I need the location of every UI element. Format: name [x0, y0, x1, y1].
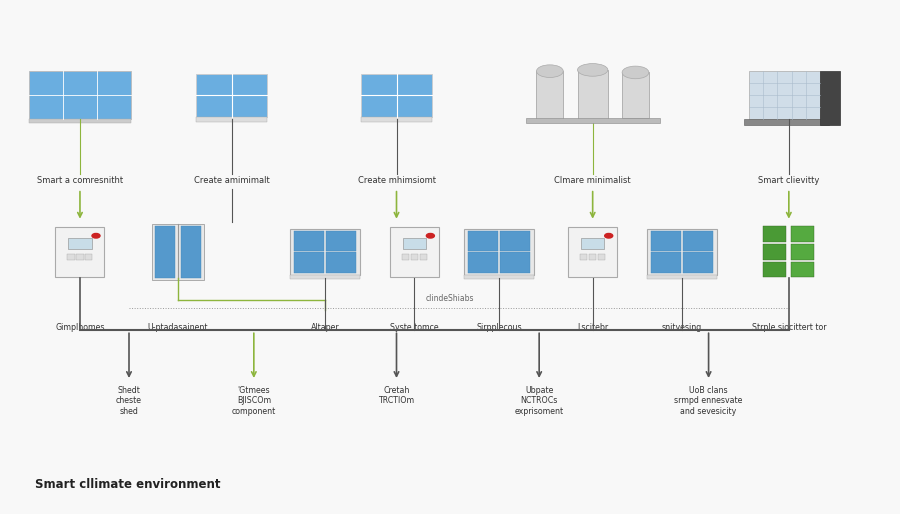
Bar [744, 119, 829, 125]
Circle shape [92, 233, 100, 238]
Bar [536, 71, 563, 119]
Ellipse shape [578, 64, 608, 76]
Text: clindeShiabs: clindeShiabs [426, 293, 474, 303]
Text: Sirpplecous: Sirpplecous [476, 323, 522, 332]
Ellipse shape [536, 65, 563, 78]
Text: Cretah
TRCTIOm: Cretah TRCTIOm [378, 386, 415, 406]
Bar [580, 254, 588, 260]
Bar [763, 226, 787, 242]
Bar [790, 244, 814, 260]
Text: Smart cllimate environment: Smart cllimate environment [35, 479, 220, 491]
Bar [683, 231, 713, 251]
Bar [622, 72, 649, 118]
Bar [419, 254, 427, 260]
Text: Create amimimalt: Create amimimalt [194, 176, 269, 185]
Bar [468, 252, 499, 272]
Text: Create mhimsiomt: Create mhimsiomt [357, 176, 436, 185]
Bar [763, 244, 787, 260]
Bar [402, 254, 409, 260]
Bar [410, 254, 418, 260]
Bar [500, 231, 530, 251]
Bar [749, 71, 820, 119]
Bar [326, 252, 356, 272]
Bar [683, 252, 713, 272]
Bar [790, 262, 814, 278]
Circle shape [605, 233, 613, 238]
Bar [291, 274, 360, 279]
Text: Shedt
cheste
shed: Shedt cheste shed [116, 386, 142, 416]
Bar [568, 227, 617, 277]
Bar [294, 252, 324, 272]
Text: Altaper: Altaper [310, 323, 339, 332]
Circle shape [427, 233, 435, 238]
Bar [76, 254, 84, 260]
Ellipse shape [622, 66, 649, 79]
Bar [468, 231, 499, 251]
Bar [390, 227, 439, 277]
Bar [29, 71, 131, 119]
Bar [294, 231, 324, 251]
Bar [86, 254, 93, 260]
Bar [402, 238, 426, 249]
Text: U-ptadasainent: U-ptadasainent [148, 323, 208, 332]
Bar [651, 252, 681, 272]
Bar [464, 229, 534, 274]
Text: Smart clievitty: Smart clievitty [758, 176, 820, 185]
Bar [526, 118, 660, 123]
Bar [326, 231, 356, 251]
Bar [647, 229, 716, 274]
Bar [763, 262, 787, 278]
Bar [68, 254, 75, 260]
Text: Gimplhomes: Gimplhomes [55, 323, 104, 332]
Bar [820, 71, 840, 125]
Text: Lscitebr: Lscitebr [577, 323, 608, 332]
Bar [29, 119, 131, 123]
Bar [155, 226, 176, 278]
Text: UoB clans
srmpd ennesvate
and sevesicity: UoB clans srmpd ennesvate and sevesicity [674, 386, 742, 416]
Bar [581, 238, 604, 249]
Bar [647, 274, 716, 279]
Text: 'Gtmees
BJISCOm
component: 'Gtmees BJISCOm component [231, 386, 276, 416]
Text: Smart a comresnitht: Smart a comresnitht [37, 176, 123, 185]
Bar [361, 117, 432, 122]
Bar [464, 274, 534, 279]
Bar [181, 226, 202, 278]
Text: Clmare minimalist: Clmare minimalist [554, 176, 631, 185]
Bar [152, 224, 204, 280]
Bar [790, 226, 814, 242]
Text: Ubpate
NCTROCs
exprisoment: Ubpate NCTROCs exprisoment [515, 386, 563, 416]
Bar [590, 254, 596, 260]
Bar [598, 254, 605, 260]
Bar [56, 227, 104, 277]
Text: snitvesing: snitvesing [662, 323, 702, 332]
Bar [651, 231, 681, 251]
Bar [578, 70, 608, 120]
Bar [196, 117, 267, 122]
Text: Syste tomce: Syste tomce [390, 323, 438, 332]
Bar [196, 74, 267, 117]
Bar [68, 238, 92, 249]
Bar [500, 252, 530, 272]
Bar [361, 74, 432, 117]
Text: Strple siocittert tor: Strple siocittert tor [752, 323, 826, 332]
Bar [291, 229, 360, 274]
